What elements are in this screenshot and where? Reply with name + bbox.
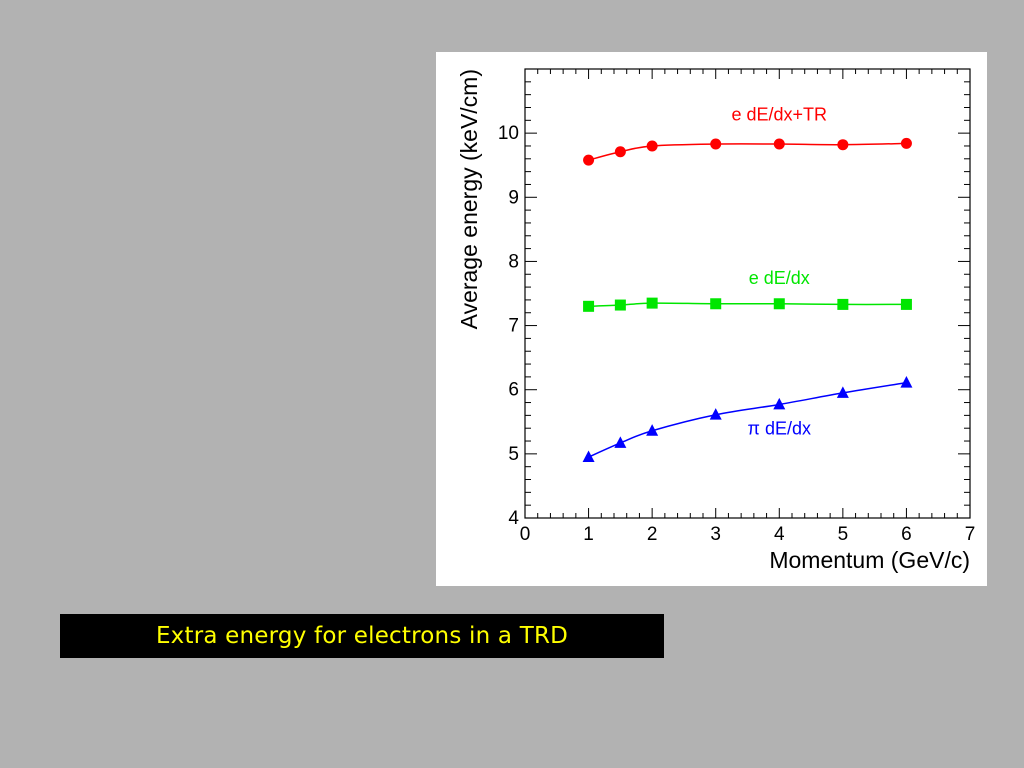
data-point-circle [583,154,595,166]
energy-chart: 0 1 2 3 4 5 6 7 4 5 6 7 8 9 10 Momentum (GeV/c) Average … [456,68,976,573]
series-label-triangle: π dE/dx [748,419,811,439]
x-tick-label: 7 [965,524,976,545]
data-point-square [646,297,658,309]
data-point-circle [614,146,626,158]
data-point-square [837,298,849,310]
series-line-square [588,302,907,308]
data-point-square [614,299,626,311]
data-point-triangle [614,436,627,448]
chart-panel: 0 1 2 3 4 5 6 7 4 5 6 7 8 9 10 Momentum (GeV/c) Average … [436,52,987,586]
data-point-circle [900,137,912,149]
data-point-circle [773,138,785,150]
y-tick-label: 10 [498,123,519,144]
x-axis-label: Momentum (GeV/c) [769,547,970,573]
y-tick-label: 9 [508,187,519,208]
series-line-circle [588,142,907,161]
data-point-triangle [836,386,849,398]
x-tick-label: 3 [710,524,721,545]
x-tick-label: 1 [583,524,594,545]
x-tick-label: 5 [838,524,849,545]
plot-frame [524,68,971,519]
series-label-square: e dE/dx [749,268,810,288]
y-tick-label: 8 [508,251,519,272]
data-point-square [773,298,785,310]
x-tick-label: 6 [901,524,912,545]
y-axis-label: Average energy (keV/cm) [456,69,482,329]
y-tick-label: 6 [508,380,519,401]
data-point-circle [710,138,722,150]
y-tick-label: 4 [508,508,519,529]
x-tick-label: 2 [647,524,658,545]
data-point-triangle [900,376,913,388]
data-point-circle [837,139,849,151]
y-tick-label: 7 [508,316,519,337]
caption-text: Extra energy for electrons in a TRD [155,623,569,649]
series-label-circle: e dE/dx+TR [732,104,828,124]
x-tick-label: 4 [774,524,785,545]
data-point-triangle [582,450,595,463]
data-point-triangle [709,408,722,420]
caption-box: Extra energy for electrons in a TRD [60,614,664,658]
data-point-triangle [773,397,786,410]
data-point-square [710,298,722,310]
y-tick-label: 5 [508,444,519,465]
data-point-triangle [646,424,659,436]
x-tick-label: 0 [520,524,531,545]
data-point-circle [646,140,658,152]
data-point-square [583,300,595,312]
data-point-square [900,298,912,310]
